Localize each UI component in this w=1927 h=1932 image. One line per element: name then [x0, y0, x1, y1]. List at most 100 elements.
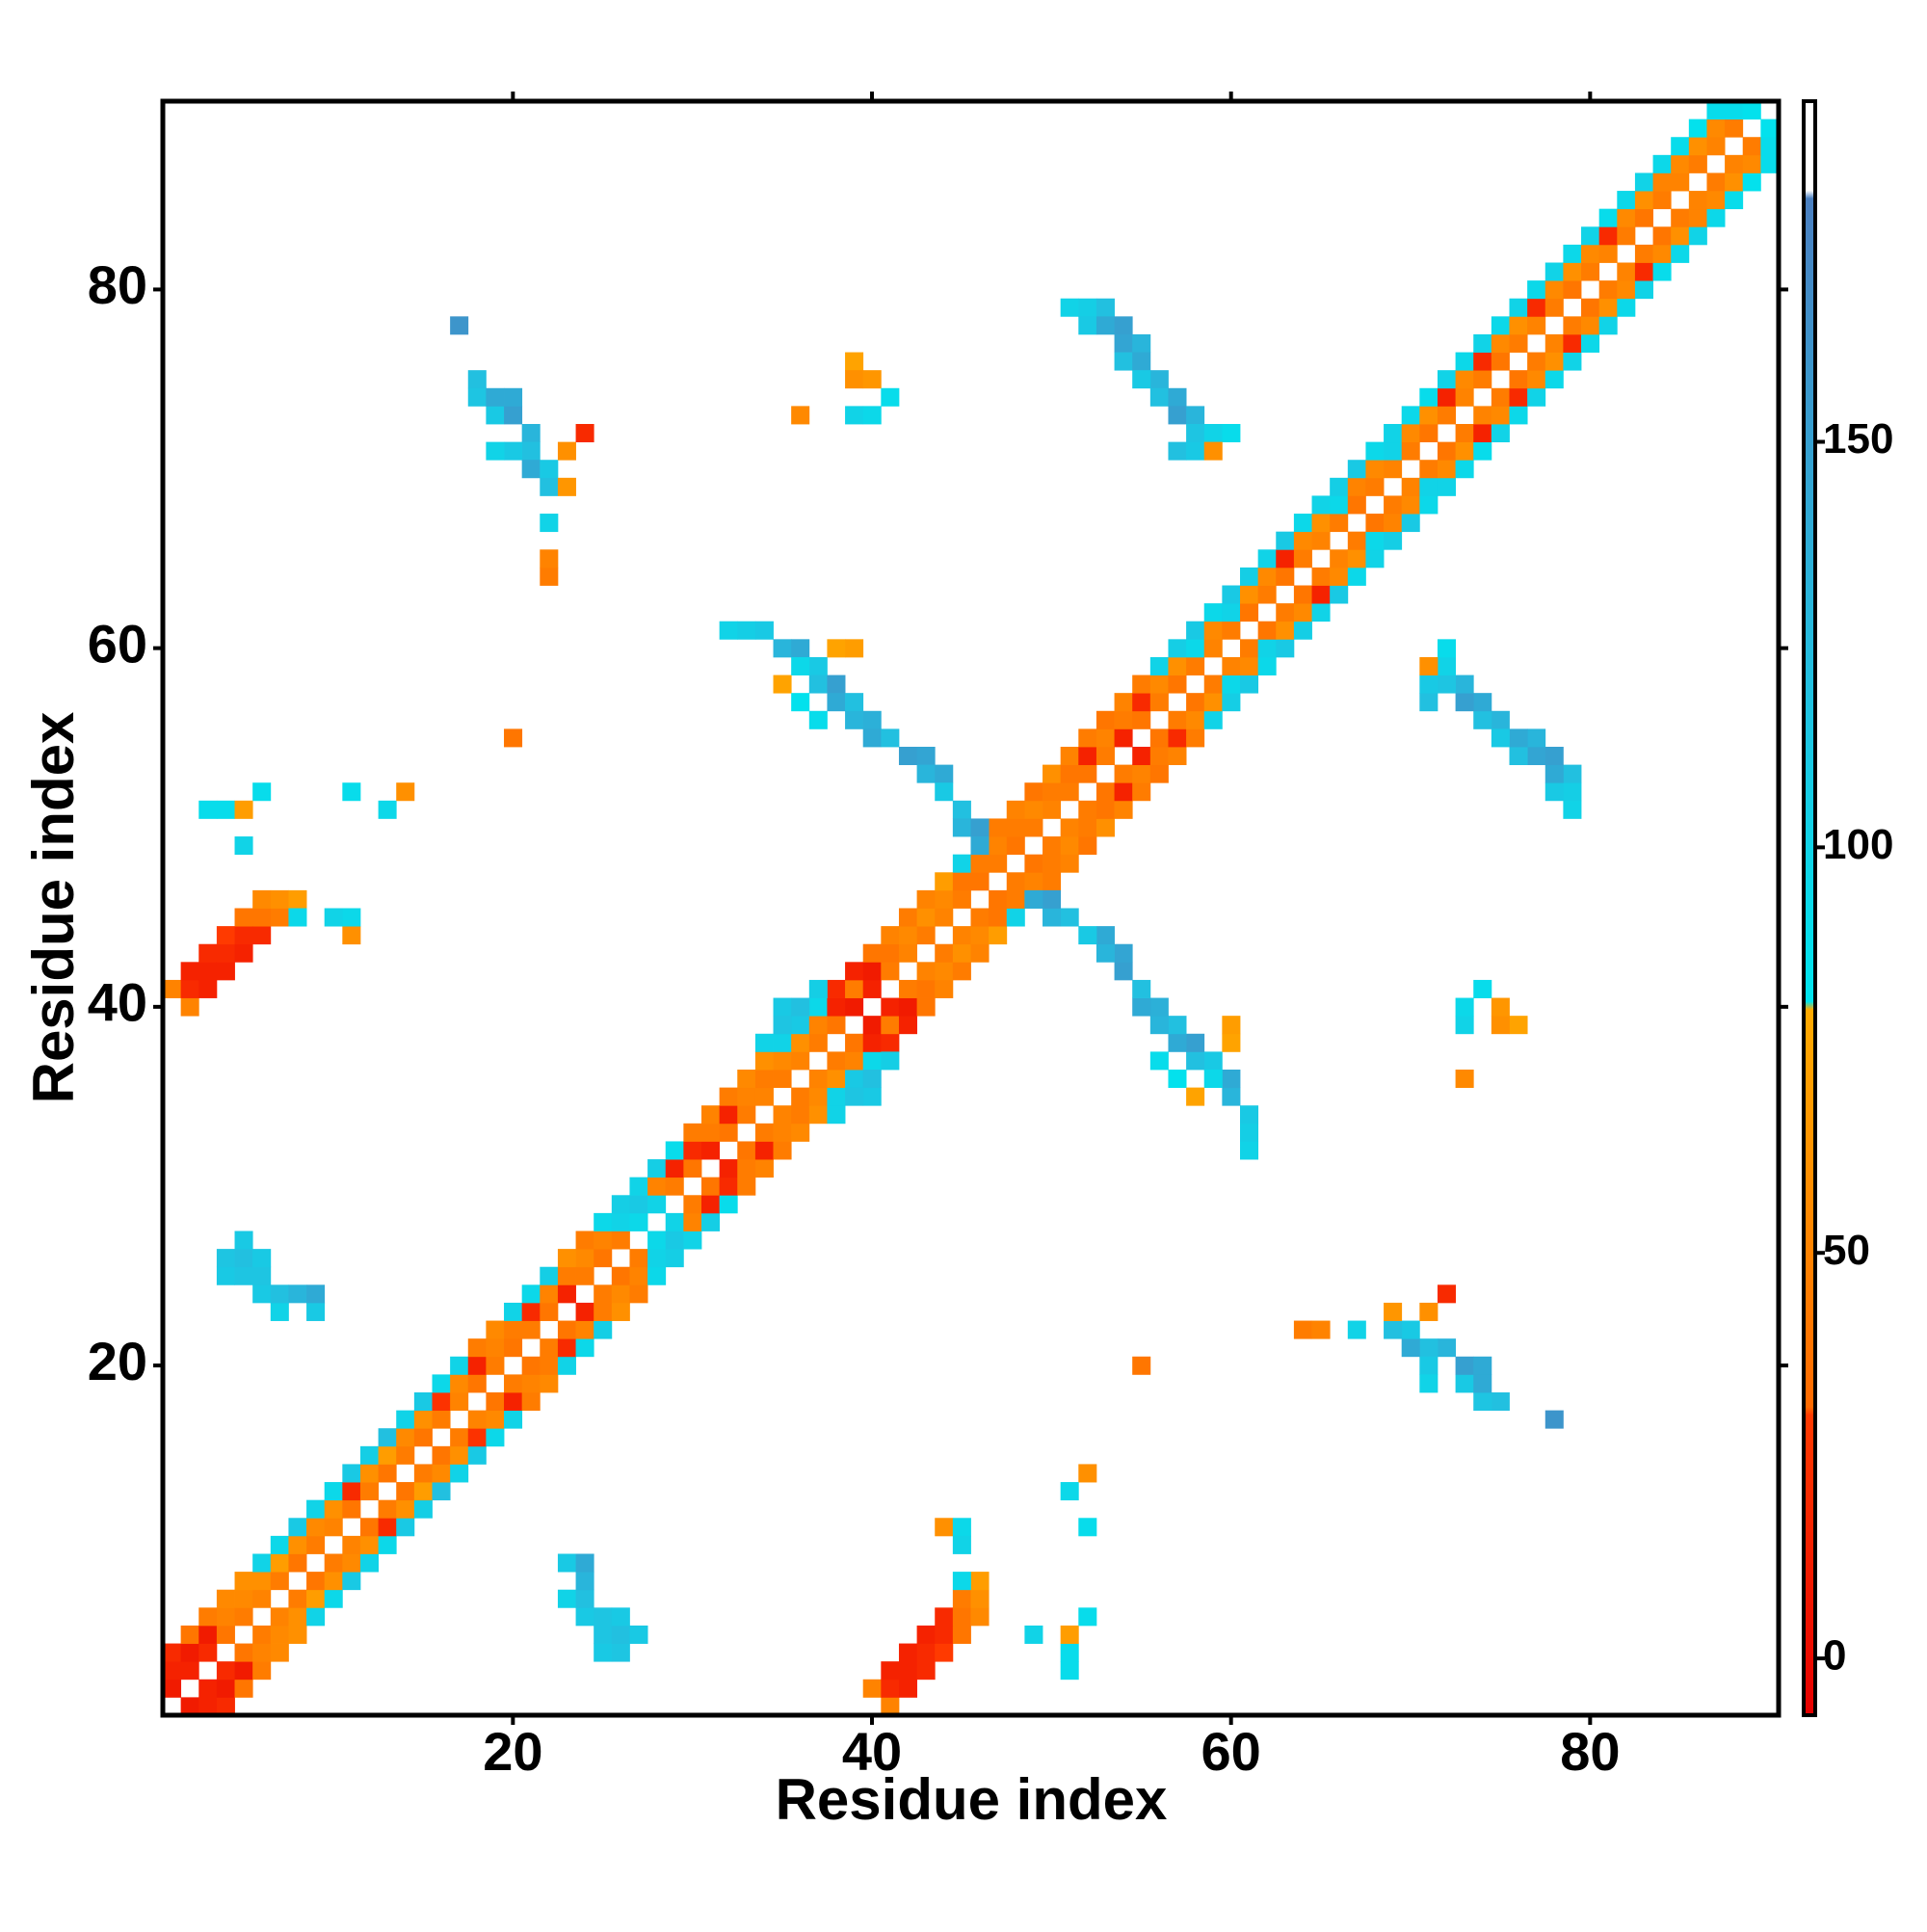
- heatmap-cell: [1222, 1070, 1241, 1089]
- heatmap-cell: [521, 1320, 541, 1339]
- heatmap-cell: [845, 639, 864, 658]
- heatmap-cell: [701, 1105, 721, 1125]
- heatmap-cell: [1276, 639, 1295, 658]
- heatmap-cell: [791, 693, 810, 712]
- heatmap-cell: [1544, 370, 1564, 389]
- heatmap-cell: [378, 1535, 397, 1554]
- heatmap-cell: [1563, 333, 1582, 353]
- heatmap-cell: [432, 1445, 451, 1465]
- heatmap-cell: [1437, 656, 1456, 675]
- heatmap-cell: [1581, 244, 1600, 263]
- heatmap-cell: [1401, 495, 1420, 515]
- heatmap-cell: [1078, 1464, 1097, 1483]
- heatmap-cell: [1688, 119, 1707, 138]
- y-axis-label: Residue index: [21, 712, 86, 1104]
- heatmap-cell: [234, 1266, 253, 1285]
- heatmap-cell: [1330, 495, 1349, 515]
- heatmap-cell: [1257, 656, 1277, 675]
- heatmap-cell: [306, 1589, 326, 1608]
- heatmap-cell: [504, 1302, 523, 1321]
- heatmap-cell: [935, 764, 954, 783]
- heatmap-cell: [359, 1445, 379, 1465]
- heatmap-cell: [952, 962, 971, 981]
- heatmap-cell: [1544, 764, 1564, 783]
- heatmap-cell: [881, 1016, 900, 1035]
- heatmap-cell: [881, 728, 900, 748]
- heatmap-cell: [270, 1607, 289, 1627]
- heatmap-cell: [754, 1051, 774, 1071]
- heatmap-cell: [1132, 747, 1151, 766]
- x-axis-label: Residue index: [776, 1767, 1168, 1832]
- heatmap-cell: [773, 675, 792, 694]
- heatmap-cell: [270, 1302, 289, 1321]
- heatmap-cell: [216, 926, 235, 945]
- heatmap-cell: [827, 693, 846, 712]
- heatmap-cell: [916, 1625, 936, 1644]
- heatmap-cell: [1365, 441, 1385, 461]
- colorbar: [1802, 99, 1817, 1717]
- y-tick-label: 40: [88, 972, 147, 1033]
- heatmap-cell: [1168, 728, 1187, 748]
- heatmap-cell: [163, 979, 182, 998]
- heatmap-cell: [1186, 639, 1205, 658]
- heatmap-cell: [629, 1212, 648, 1231]
- heatmap-cell: [575, 1231, 594, 1250]
- heatmap-cell: [504, 387, 523, 407]
- heatmap-cell: [198, 1679, 218, 1698]
- heatmap-cell: [234, 943, 253, 963]
- heatmap-cell: [234, 1231, 253, 1250]
- heatmap-cell: [1419, 460, 1439, 479]
- heatmap-cell: [611, 1266, 630, 1285]
- heatmap-cell: [540, 477, 559, 496]
- heatmap-cell: [989, 854, 1008, 873]
- heatmap-cell: [1293, 585, 1312, 604]
- heatmap-cell: [1509, 333, 1528, 353]
- heatmap-cell: [754, 1159, 774, 1178]
- heatmap-cell: [952, 1625, 971, 1644]
- heatmap-cell: [1168, 1033, 1187, 1052]
- heatmap-cell: [342, 1572, 361, 1591]
- heatmap-cell: [989, 836, 1008, 856]
- heatmap-cell: [1509, 1016, 1528, 1035]
- heatmap-cell: [916, 1661, 936, 1681]
- heatmap-cell: [737, 1070, 756, 1089]
- heatmap-cell: [1706, 191, 1726, 210]
- heatmap-cell: [1222, 693, 1241, 712]
- heatmap-cell: [234, 908, 253, 927]
- heatmap-cell: [916, 747, 936, 766]
- heatmap-cell: [1491, 1392, 1510, 1412]
- heatmap-cell: [719, 1195, 738, 1214]
- heatmap-cell: [1276, 549, 1295, 569]
- heatmap-cell: [1419, 656, 1439, 675]
- heatmap-cell: [1257, 549, 1277, 569]
- heatmap-cell: [935, 943, 954, 963]
- heatmap-cell: [1203, 693, 1223, 712]
- heatmap-cell: [970, 818, 990, 837]
- heatmap-cell: [540, 1356, 559, 1375]
- heatmap-cell: [180, 1661, 199, 1681]
- heatmap-cell: [719, 1087, 738, 1106]
- heatmap-cell: [881, 997, 900, 1017]
- heatmap-cell: [1043, 854, 1062, 873]
- heatmap-cell: [270, 1572, 289, 1591]
- heatmap-cell: [1186, 728, 1205, 748]
- heatmap-cell: [540, 567, 559, 586]
- heatmap-cell: [1043, 782, 1062, 802]
- heatmap-cell: [270, 1284, 289, 1304]
- heatmap-cell: [1186, 1051, 1205, 1071]
- heatmap-cell: [1114, 352, 1133, 371]
- heatmap-cell: [862, 943, 882, 963]
- heatmap-cell: [324, 1589, 343, 1608]
- heatmap-cell: [862, 710, 882, 729]
- heatmap-cell: [773, 1123, 792, 1142]
- heatmap-cell: [665, 1249, 684, 1268]
- heatmap-cell: [791, 656, 810, 675]
- heatmap-cell: [557, 1284, 576, 1304]
- heatmap-cell: [521, 441, 541, 461]
- heatmap-cell: [1491, 387, 1510, 407]
- heatmap-cell: [521, 1284, 541, 1304]
- heatmap-cell: [1401, 424, 1420, 443]
- heatmap-cell: [1222, 603, 1241, 622]
- heatmap-cell: [1060, 854, 1079, 873]
- heatmap-cell: [486, 1356, 505, 1375]
